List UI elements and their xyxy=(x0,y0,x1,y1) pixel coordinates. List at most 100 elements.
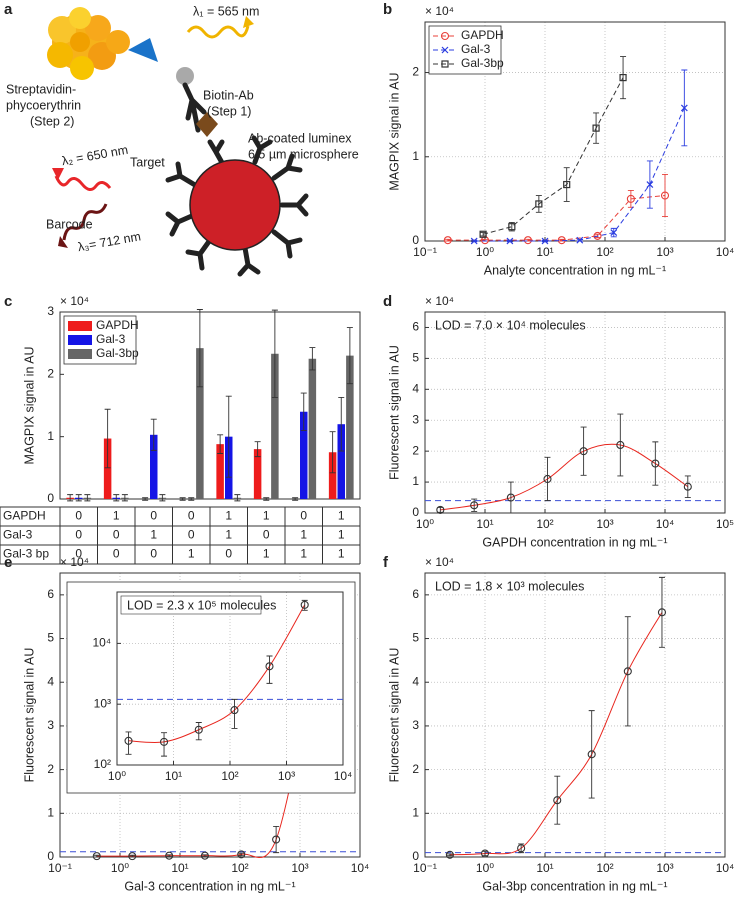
error-bar xyxy=(588,710,595,799)
table-cell: 0 xyxy=(300,509,307,523)
y-tick-label: 10³ xyxy=(94,696,111,710)
legend-label: Gal-3 xyxy=(461,42,491,56)
x-tick-label: 10⁴ xyxy=(656,517,675,531)
marker xyxy=(480,236,490,245)
panel-letter: f xyxy=(383,554,389,571)
label: Barcode xyxy=(46,217,93,231)
marker xyxy=(616,440,625,450)
panel-letter: e xyxy=(4,554,12,571)
marker xyxy=(592,124,600,132)
error-bar xyxy=(563,167,570,202)
error-bar xyxy=(217,434,224,454)
legend-swatch xyxy=(68,321,92,331)
y-tick-label: 2 xyxy=(412,65,419,79)
axis-multiplier: × 10⁴ xyxy=(425,294,454,308)
series-line xyxy=(482,77,624,235)
bar xyxy=(253,449,262,499)
y-tick-label: 10⁴ xyxy=(92,636,111,650)
x-tick-label: 10¹ xyxy=(165,769,182,783)
y-tick-label: 2 xyxy=(47,762,54,776)
table-cell: 0 xyxy=(150,547,157,561)
error-bar xyxy=(113,494,120,502)
target xyxy=(196,112,218,137)
label: 6.5 µm microsphere xyxy=(248,147,359,161)
x-axis-label: Gal-3bp concentration in ng mL⁻¹ xyxy=(482,879,667,893)
bar xyxy=(216,444,224,499)
error-bar xyxy=(196,309,203,388)
marker xyxy=(623,667,632,676)
error-bar xyxy=(129,854,136,858)
table-cell: 1 xyxy=(300,547,307,561)
error-bar xyxy=(142,497,149,501)
bar xyxy=(271,353,279,499)
legend-label: GAPDH xyxy=(461,28,504,42)
error-bar xyxy=(507,481,514,514)
x-tick-label: 10⁴ xyxy=(351,861,370,875)
table-cell: 1 xyxy=(263,509,270,523)
error-bar xyxy=(292,497,299,501)
plot-frame xyxy=(59,572,361,858)
annotation: LOD = 7.0 × 10⁴ molecules xyxy=(435,318,586,332)
marker xyxy=(440,31,450,41)
y-tick-label: 6 xyxy=(412,320,419,334)
error-bar xyxy=(179,497,186,501)
marker xyxy=(441,46,449,54)
y-tick-label: 2 xyxy=(412,762,419,776)
error-bar xyxy=(593,112,600,144)
error-bar xyxy=(234,494,241,502)
error-bar xyxy=(446,853,453,857)
marker xyxy=(470,501,479,510)
x-tick-label: 10² xyxy=(596,861,613,875)
y-tick-label: 6 xyxy=(47,587,54,601)
table-cell: 0 xyxy=(150,509,157,523)
error-bar xyxy=(444,238,451,242)
label: Streptavidin- xyxy=(6,82,76,96)
axis-multiplier: × 10⁴ xyxy=(425,555,454,569)
error-bar xyxy=(67,494,74,502)
marker xyxy=(272,835,281,844)
y-tick-label: 1 xyxy=(47,805,54,819)
marker xyxy=(124,736,133,745)
marker xyxy=(535,200,543,208)
bar xyxy=(328,452,337,499)
table-row-label: Gal-3 bp xyxy=(3,547,49,561)
marker xyxy=(194,725,203,734)
antibody xyxy=(182,82,207,133)
marker xyxy=(92,852,101,861)
marker xyxy=(660,191,670,200)
marker xyxy=(651,459,660,468)
error-bar xyxy=(93,854,100,858)
x-axis-label: Analyte concentration in ng mL⁻¹ xyxy=(484,263,666,277)
y-tick-label: 4 xyxy=(412,381,419,395)
legend-label: Gal-3 xyxy=(96,332,126,346)
table-cell: 1 xyxy=(225,509,232,523)
table-row-label: Gal-3 xyxy=(3,528,33,542)
error-bar xyxy=(346,327,353,385)
x-tick-label: 10² xyxy=(221,769,238,783)
y-tick-label: 1 xyxy=(47,429,54,443)
label: Target xyxy=(130,155,165,169)
legend-swatch xyxy=(68,349,92,359)
panel-letter: a xyxy=(4,1,13,18)
panel-letter: d xyxy=(383,293,392,310)
y-tick-label: 0 xyxy=(47,491,54,505)
legend-swatch xyxy=(68,335,92,345)
panel-letter: c xyxy=(4,293,12,310)
x-tick-label: 10⁻¹ xyxy=(413,861,437,875)
axis-multiplier: × 10⁴ xyxy=(425,4,454,18)
y-tick-label: 3 xyxy=(47,304,54,318)
table-cell: 0 xyxy=(75,547,82,561)
x-tick-label: 10¹ xyxy=(536,861,553,875)
y-tick-label: 0 xyxy=(47,849,54,863)
marker xyxy=(563,180,571,189)
x-tick-label: 10³ xyxy=(656,861,673,875)
error-bar xyxy=(84,494,91,502)
x-tick-label: 10¹ xyxy=(476,517,493,531)
table-cell: 1 xyxy=(338,509,345,523)
diagram: a xyxy=(4,1,359,277)
table-cell: 0 xyxy=(75,528,82,542)
panel-letter: b xyxy=(383,1,392,18)
error-bar xyxy=(535,195,542,213)
emission-wave xyxy=(186,25,250,39)
